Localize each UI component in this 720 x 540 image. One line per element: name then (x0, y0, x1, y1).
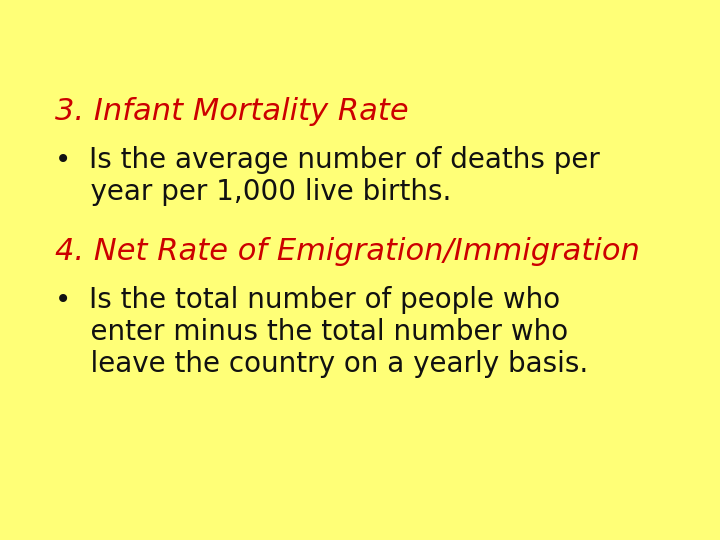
Text: year per 1,000 live births.: year per 1,000 live births. (55, 178, 451, 206)
Text: enter minus the total number who: enter minus the total number who (55, 318, 568, 346)
Text: •  Is the average number of deaths per: • Is the average number of deaths per (55, 146, 600, 174)
Text: leave the country on a yearly basis.: leave the country on a yearly basis. (55, 350, 588, 378)
Text: 4. Net Rate of Emigration/Immigration: 4. Net Rate of Emigration/Immigration (55, 237, 640, 266)
Text: •  Is the total number of people who: • Is the total number of people who (55, 286, 560, 314)
Text: 3. Infant Mortality Rate: 3. Infant Mortality Rate (55, 97, 409, 126)
